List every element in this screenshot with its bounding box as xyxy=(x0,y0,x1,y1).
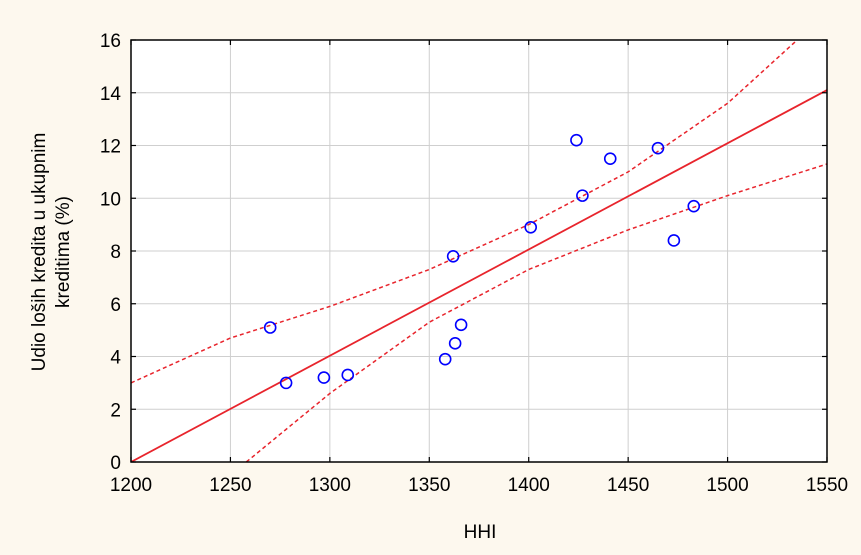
x-tick-label: 1550 xyxy=(806,475,848,496)
y-tick-label: 12 xyxy=(100,137,121,158)
y-tick-label: 2 xyxy=(110,400,121,421)
y-axis-title-line-1: Udio loših kredita u ukupnim xyxy=(29,133,50,372)
upper-confidence-band xyxy=(131,40,798,384)
data-point xyxy=(667,234,681,247)
y-axis-title: Udio loših kredita u ukupnim kreditima (… xyxy=(29,133,74,372)
data-point xyxy=(446,249,460,263)
data-point xyxy=(263,321,277,334)
x-tick-label: 1500 xyxy=(706,475,748,496)
data-point xyxy=(576,189,589,202)
x-tick-label: 1350 xyxy=(408,475,450,496)
data-point xyxy=(524,220,538,234)
lower-confidence-band xyxy=(245,163,827,462)
data-point xyxy=(651,141,665,155)
data-point xyxy=(454,318,468,332)
y-tick-label: 8 xyxy=(110,242,121,263)
data-point xyxy=(687,199,701,213)
regression-line xyxy=(131,89,827,462)
y-tick-label: 16 xyxy=(100,31,121,52)
y-tick-label: 14 xyxy=(100,84,122,105)
data-point xyxy=(570,133,583,147)
y-tick-label: 0 xyxy=(110,453,121,474)
x-tick-label: 1200 xyxy=(110,475,152,496)
y-tick-label: 4 xyxy=(110,348,121,369)
x-tick-label: 1300 xyxy=(309,475,351,496)
x-axis-title: HHI xyxy=(464,522,497,543)
y-tick-label: 10 xyxy=(100,189,121,210)
y-tick-label: 6 xyxy=(110,295,121,316)
y-axis-title-line-2: kreditima (%) xyxy=(53,196,74,308)
x-tick-label: 1450 xyxy=(607,475,649,496)
data-point xyxy=(341,368,355,382)
x-tick-label: 1250 xyxy=(209,475,251,496)
data-point xyxy=(438,352,452,366)
data-point xyxy=(603,152,617,165)
data-point xyxy=(279,376,293,390)
data-point xyxy=(448,337,462,350)
x-tick-label: 1400 xyxy=(508,475,550,496)
data-point xyxy=(317,371,331,384)
